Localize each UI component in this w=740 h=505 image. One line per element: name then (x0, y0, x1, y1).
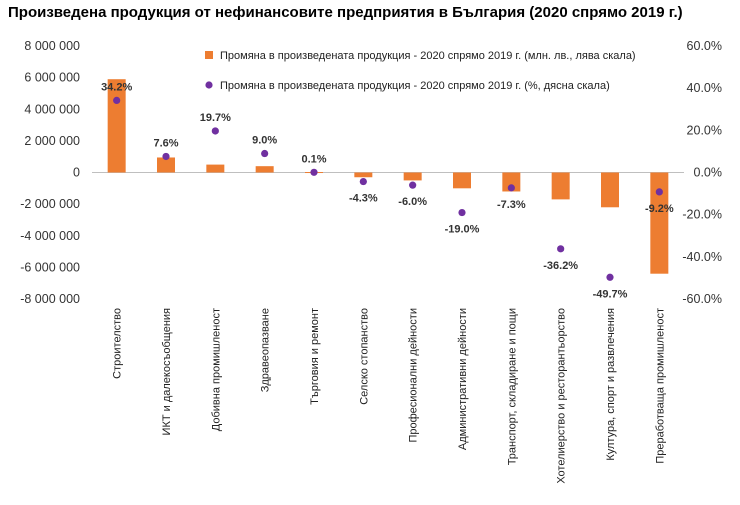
scatter-point (211, 127, 219, 135)
category-label: Култура, спорт и развлечения (605, 308, 617, 461)
bar (502, 172, 521, 192)
chart-title: Произведена продукция от нефинансовите п… (8, 4, 683, 21)
data-label: 9.0% (252, 135, 277, 147)
category-label: Селско стопанство (358, 308, 370, 405)
category-label: Добивна промишленост (210, 308, 222, 431)
left-axis-tick-label: 2 000 000 (24, 134, 80, 148)
data-label: -36.2% (543, 260, 578, 272)
category-label: Хотелиерство и ресторантьорство (556, 308, 568, 484)
right-axis-tick-label: -40.0% (682, 250, 722, 264)
left-axis-tick-label: 8 000 000 (24, 39, 80, 53)
left-axis-tick-label: 4 000 000 (24, 102, 80, 116)
data-label: 19.7% (200, 112, 231, 124)
category-label: Професионални дейности (408, 308, 420, 443)
data-label: -4.3% (349, 193, 378, 205)
scatter-point (606, 273, 614, 281)
category-label: Търговия и ремонт (309, 308, 321, 405)
scatter-point (162, 152, 170, 161)
bar (650, 172, 669, 274)
bar (157, 157, 175, 173)
right-axis-tick-label: 20.0% (687, 123, 722, 137)
bar (551, 172, 570, 200)
right-axis-tick-label: -60.0% (682, 292, 722, 306)
data-label: 7.6% (153, 137, 178, 149)
data-label: -49.7% (593, 288, 628, 300)
legend-bar-label: Промяна в произведената продукция - 2020… (220, 50, 636, 62)
data-label: -19.0% (445, 224, 480, 236)
data-label: -6.0% (398, 196, 427, 208)
bar (255, 166, 274, 173)
category-label: Преработваща промишленост (654, 308, 666, 464)
right-axis-tick-label: 0.0% (694, 166, 723, 180)
scatter-point (507, 184, 515, 192)
data-label: -7.3% (497, 199, 526, 211)
left-axis-tick-label: -6 000 000 (20, 260, 80, 274)
scatter-point (409, 181, 417, 189)
right-axis-tick-label: 60.0% (687, 39, 722, 53)
left-axis-tick-label: -2 000 000 (20, 197, 80, 211)
scatter-point (557, 245, 565, 253)
scatter-point (359, 177, 367, 186)
scatter-point (310, 168, 318, 176)
category-label: Здравеопазване (260, 308, 272, 392)
bar (453, 172, 471, 189)
left-axis-tick-label: 0 (73, 166, 80, 180)
legend-bar-swatch (205, 51, 213, 59)
data-label: -9.2% (645, 203, 674, 215)
bar (403, 172, 422, 181)
bar (107, 79, 126, 173)
category-label: ИКТ и далекосъобщения (161, 308, 173, 435)
left-axis-tick-label: -4 000 000 (20, 229, 80, 243)
left-axis-tick-label: 6 000 000 (24, 71, 80, 85)
category-label: Транспорт, складиране и пощи (506, 308, 518, 465)
right-axis-tick-label: 40.0% (687, 81, 722, 95)
category-label: Строителство (112, 308, 124, 379)
bar (354, 172, 373, 178)
scatter-point (113, 96, 121, 104)
left-axis-tick-label: -8 000 000 (20, 292, 80, 306)
bar (601, 172, 619, 208)
bar (206, 164, 225, 173)
legend-dot-label: Промяна в произведената продукция - 2020… (220, 80, 610, 92)
data-label: 34.2% (101, 81, 132, 93)
scatter-point (458, 208, 466, 217)
data-label: 0.1% (301, 153, 326, 165)
legend-dot-swatch (205, 81, 213, 89)
category-label: Административни дейности (457, 308, 469, 450)
scatter-point (261, 149, 269, 158)
right-axis-tick-label: -20.0% (682, 208, 722, 222)
scatter-point (655, 188, 663, 196)
